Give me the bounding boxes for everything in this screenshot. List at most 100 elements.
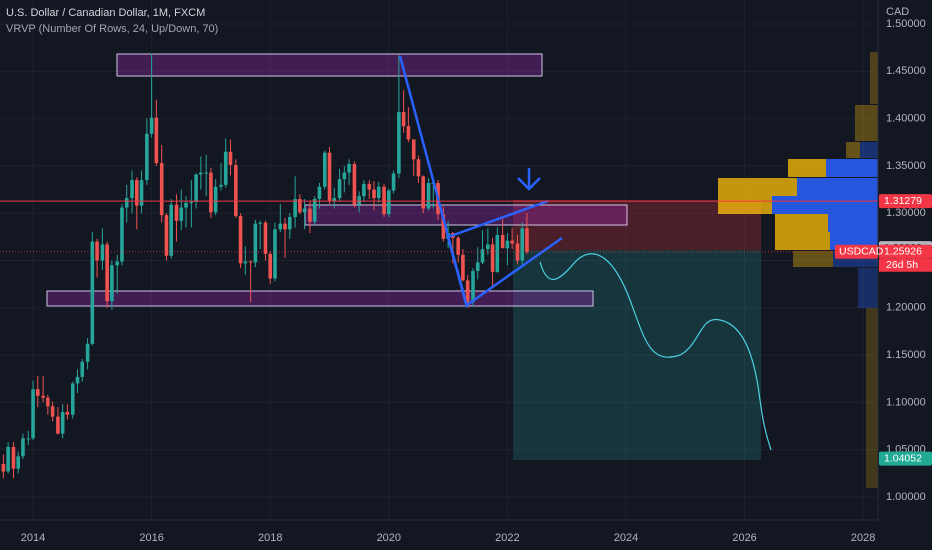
arrow-head[interactable] xyxy=(517,177,541,191)
vp-down xyxy=(858,268,878,308)
candle-body xyxy=(263,222,268,254)
candle-body xyxy=(80,361,85,377)
x-tick-label: 2014 xyxy=(21,532,45,544)
candle-body xyxy=(500,234,505,249)
vp-down xyxy=(797,178,878,196)
candle-body xyxy=(85,343,90,362)
trend-line[interactable] xyxy=(446,236,469,308)
candle-body xyxy=(115,261,120,266)
candle-body xyxy=(124,198,129,208)
candle-body xyxy=(302,208,307,213)
title: U.S. Dollar / Canadian Dollar, 1M, FXCM xyxy=(6,7,205,19)
price-tag-label: 1.04052 xyxy=(884,452,922,464)
candle-body xyxy=(199,172,203,175)
candle-body xyxy=(376,186,381,199)
candle-body xyxy=(525,228,529,253)
candle-body xyxy=(401,112,406,127)
vp-up xyxy=(846,142,860,158)
candle-body xyxy=(510,240,514,244)
vp-up xyxy=(788,159,826,177)
forecast-curve[interactable] xyxy=(539,253,772,451)
price-lines xyxy=(0,200,878,253)
candle-body xyxy=(258,222,262,224)
candle-body xyxy=(26,438,31,440)
wedge-upper[interactable] xyxy=(447,199,549,239)
candle-body xyxy=(130,180,134,199)
candle-body xyxy=(248,261,253,263)
candle-body xyxy=(347,164,351,173)
candle-body xyxy=(154,117,159,164)
candle-body xyxy=(204,172,208,174)
candle-body xyxy=(278,223,283,230)
candle-body xyxy=(110,265,114,302)
candle-body xyxy=(41,395,45,398)
price-tag xyxy=(879,244,932,259)
candle-body xyxy=(505,240,510,249)
candle-body xyxy=(283,223,287,230)
candle-body xyxy=(397,112,401,174)
vp-down xyxy=(828,214,878,232)
candle-body xyxy=(75,376,80,384)
candle-body xyxy=(253,223,258,263)
price-tag-label: 1.31279 xyxy=(884,195,922,207)
candle-body xyxy=(456,237,460,255)
y-tick-label: 1.40000 xyxy=(886,113,926,125)
vp-down xyxy=(772,196,878,214)
candle-body xyxy=(298,199,302,213)
candle-body xyxy=(184,202,188,208)
candle-body xyxy=(372,189,376,199)
countdown-label: 26d 5h xyxy=(886,259,918,271)
candle-body xyxy=(238,216,243,264)
candle-body xyxy=(209,172,213,213)
vp-down xyxy=(826,159,878,177)
trend-lines[interactable] xyxy=(398,55,563,308)
candle-body xyxy=(287,217,292,230)
candle-body xyxy=(312,199,317,222)
support-zone[interactable] xyxy=(46,290,594,307)
candle-body xyxy=(352,164,357,205)
candle-body xyxy=(35,389,40,396)
y-tick-label: 1.00000 xyxy=(886,491,926,503)
symbol-tag-label: USDCAD xyxy=(839,246,884,258)
y-tick-label: 1.15000 xyxy=(886,349,926,361)
candle-body xyxy=(461,254,465,281)
price-axis xyxy=(878,0,932,550)
mid-zone[interactable] xyxy=(304,204,628,226)
candle-body xyxy=(268,253,273,279)
candle-body xyxy=(411,139,416,160)
candle-body xyxy=(421,176,425,209)
candle-body xyxy=(145,133,149,181)
candle-body xyxy=(50,406,55,417)
candle-body xyxy=(159,163,164,216)
candle-body xyxy=(149,117,154,134)
resistance-zone[interactable] xyxy=(116,53,543,77)
candle-body xyxy=(134,180,139,206)
candle-body xyxy=(105,244,109,302)
candle-body xyxy=(189,201,194,203)
y-tick-label: 1.20000 xyxy=(886,302,926,314)
y-tick-label: 1.50000 xyxy=(886,18,926,30)
candle-body xyxy=(213,186,218,213)
candle-body xyxy=(223,151,228,185)
y-tick-label: 1.35000 xyxy=(886,160,926,172)
candle-body xyxy=(21,438,25,457)
candle-body xyxy=(490,244,495,272)
candle-body xyxy=(520,228,525,261)
candle-body xyxy=(382,186,386,215)
candle-body xyxy=(322,152,327,187)
price-tag xyxy=(879,451,932,466)
x-tick-label: 2016 xyxy=(139,532,163,544)
profit-zone[interactable] xyxy=(513,250,761,460)
candle-body xyxy=(357,196,361,205)
x-tick-label: 2022 xyxy=(495,532,519,544)
vp-up xyxy=(718,196,772,214)
y-tick-label: 1.10000 xyxy=(886,396,926,408)
candle-body xyxy=(6,446,10,472)
candle-body xyxy=(441,214,446,239)
vp-up xyxy=(866,308,878,488)
wedge-lower[interactable] xyxy=(466,236,563,307)
candle-body xyxy=(174,204,179,221)
candle-body xyxy=(337,179,342,199)
candle-body xyxy=(179,207,184,221)
